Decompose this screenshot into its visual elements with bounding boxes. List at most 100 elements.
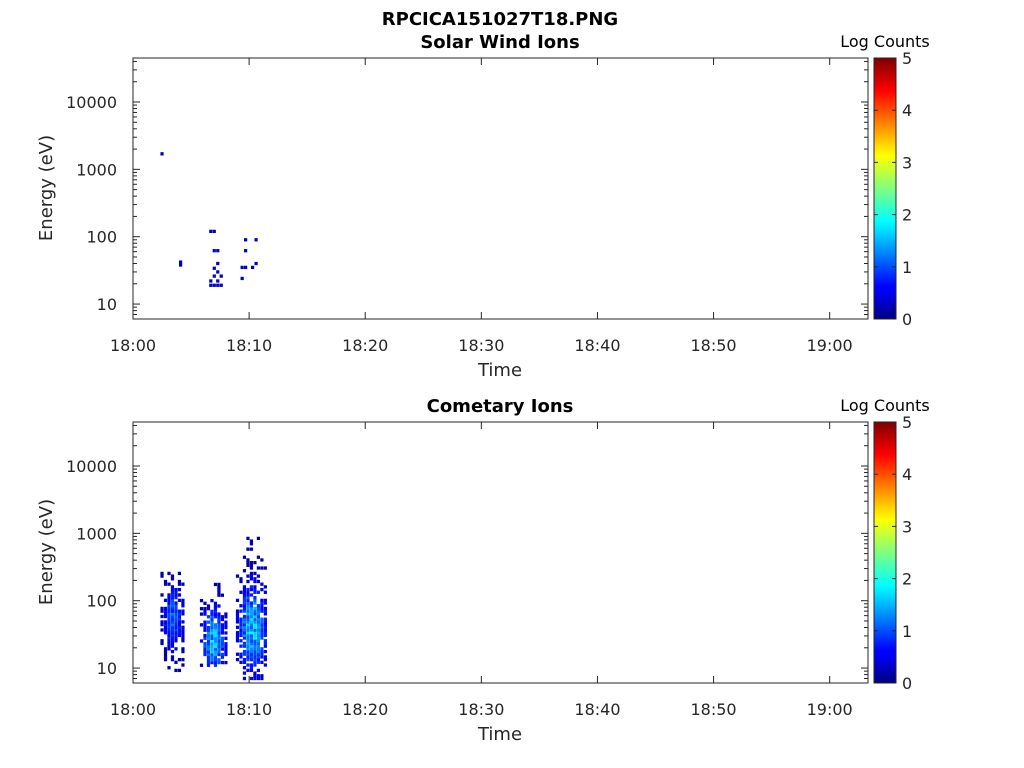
heatmap-cell [249,644,254,648]
heatmap-cell [181,604,185,608]
heatmap-cell [249,542,254,546]
heatmap-cell [199,598,204,603]
heatmap-cell [170,590,175,594]
heatmap-cell [246,639,250,643]
heatmap-cell [206,631,211,635]
heatmap-cell [160,593,164,597]
heatmap-cell [179,263,183,267]
heatmap-cell [220,625,225,630]
heatmap-cell [253,652,257,656]
colorbar-tick-label: 3 [902,517,912,536]
heatmap-cell [199,623,204,627]
heatmap-cell [249,593,254,597]
heatmap-cell [253,598,257,603]
heatmap-cell [217,617,221,622]
heatmap-cell [163,582,168,586]
heatmap-cell [163,609,168,613]
colorbar [873,57,897,320]
heatmap-cell [253,647,257,651]
heatmap-cell [256,622,261,627]
heatmap-cell [260,566,264,570]
heatmap-cell [181,639,185,643]
heatmap-cell [256,641,261,646]
heatmap-cell [246,579,250,584]
heatmap-cell [206,607,211,611]
heatmap-cell [170,620,175,624]
heatmap-cell [213,631,218,635]
heatmap-cell [181,649,185,654]
heatmap-cell [253,612,257,616]
heatmap-cell [256,676,261,681]
heatmap-cell [260,606,264,611]
heatmap-cell [203,650,207,654]
heatmap-cell [213,633,218,638]
heatmap-cell [170,585,175,589]
heatmap-cell [210,655,214,659]
y-tick-label: 10000 [66,93,117,112]
heatmap-cell [167,636,171,640]
heatmap-cell [253,631,257,635]
y-tick-label: 10 [97,659,117,678]
heatmap-cell [203,652,207,657]
heatmap-cell [177,571,182,576]
heatmap-cell [213,642,218,646]
heatmap-cell [167,628,171,632]
heatmap-cell [220,655,225,659]
heatmap-cell [260,609,264,613]
heatmap-cell [213,601,218,605]
heatmap-cell [212,274,216,278]
heatmap-cell [240,276,244,281]
heatmap-cell [249,587,254,592]
colorbar-tick-label: 5 [902,413,912,432]
heatmap-cell [213,607,218,611]
heatmap-cell [260,647,264,651]
heatmap-cell [263,601,267,605]
heatmap-cell [242,625,247,629]
heatmap-cell [253,577,257,581]
heatmap-cell [170,641,175,646]
heatmap-cell [256,614,261,619]
heatmap-cell [220,647,225,651]
heatmap-cell [256,612,261,616]
heatmap-cell [206,644,211,649]
heatmap-cell [203,612,207,616]
heatmap-cell [209,283,213,287]
heatmap-cell [163,631,168,635]
heatmap-cell [174,614,178,619]
heatmap-cell [253,636,257,640]
heatmap-cell [174,639,178,643]
heatmap-cell [181,612,185,616]
heatmap-cell [181,663,185,667]
heatmap-cell [174,601,178,605]
heatmap-cell [213,663,218,667]
heatmap-cell [246,612,250,616]
heatmap-cell [253,625,257,629]
heatmap-cell [249,622,254,627]
heatmap-cell [206,625,211,630]
heatmap-cell [253,639,257,643]
heatmap-cell [224,644,228,649]
heatmap-cell [220,617,225,622]
heatmap-cell [220,623,225,627]
heatmap-cell [170,649,175,654]
heatmap-cell [260,587,264,592]
heatmap-cell [170,604,175,608]
heatmap-cell [163,606,168,611]
x-tick-label: 18:30 [458,700,504,719]
heatmap-cell [203,628,207,632]
heatmap-cell [253,560,257,565]
heatmap-cell [242,652,247,656]
heatmap-cell [163,612,168,616]
heatmap-cell [212,249,216,253]
heatmap-cell [253,587,257,592]
heatmap-cell [217,582,221,587]
heatmap-cell [239,620,243,624]
heatmap-cell [239,652,243,656]
heatmap-cell [217,633,221,638]
heatmap-cell [249,563,254,567]
heatmap-cell [253,596,257,600]
heatmap-cell [256,633,261,638]
heatmap-cell [249,647,254,651]
heatmap-cell [256,649,261,654]
